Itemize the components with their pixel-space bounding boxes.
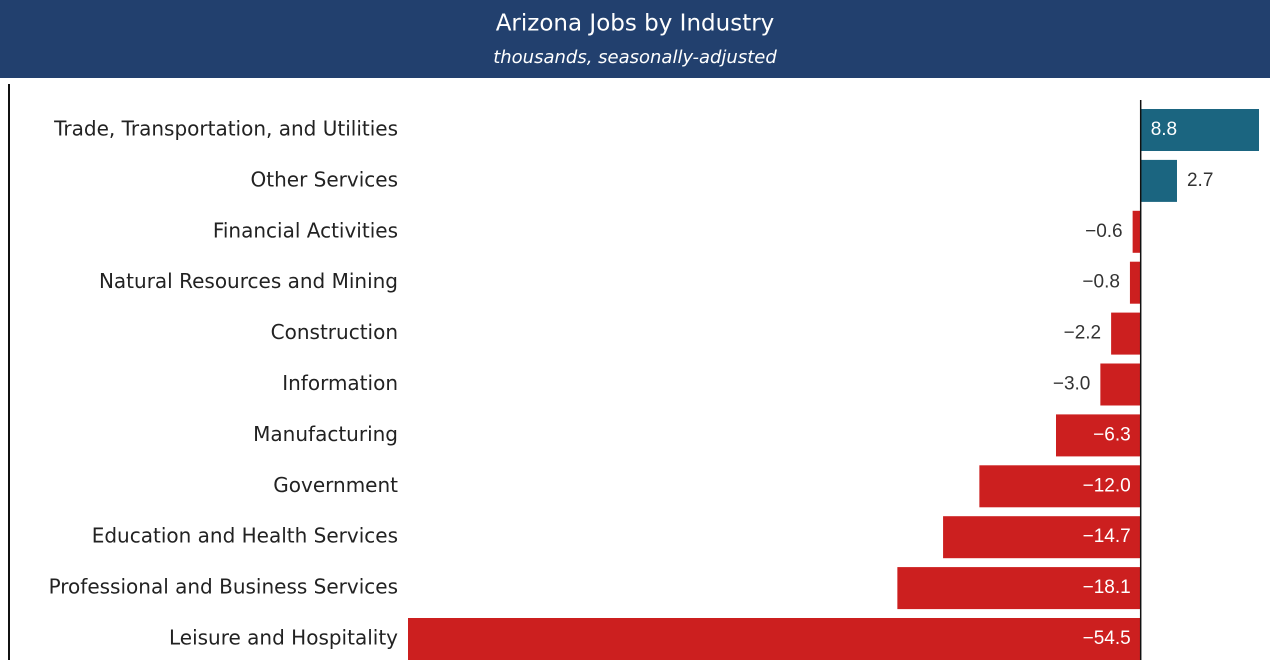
category-label: Government <box>273 473 398 497</box>
value-label: −6.3 <box>1093 424 1131 445</box>
bar <box>1140 109 1259 151</box>
value-label: −3.0 <box>1053 374 1091 395</box>
value-label: −0.8 <box>1082 272 1120 293</box>
bar <box>1129 261 1141 304</box>
category-label: Education and Health Services <box>92 524 398 548</box>
value-label: 8.8 <box>1151 119 1177 140</box>
bar <box>1100 363 1141 406</box>
category-label: Construction <box>271 320 398 344</box>
bar <box>1140 159 1177 202</box>
bar <box>943 516 1141 559</box>
header <box>0 0 1270 78</box>
bar <box>979 465 1141 508</box>
category-label: Leisure and Hospitality <box>169 626 398 650</box>
value-label: −18.1 <box>1083 577 1131 598</box>
bar <box>1132 210 1141 253</box>
value-label: −12.0 <box>1083 475 1131 496</box>
value-label: −14.7 <box>1083 526 1131 547</box>
value-label: −0.6 <box>1085 221 1123 242</box>
value-label: −54.5 <box>1083 628 1131 649</box>
chart-subtitle: thousands, seasonally-adjusted <box>493 47 777 68</box>
bar <box>1055 414 1141 457</box>
category-label: Trade, Transportation, and Utilities <box>53 117 398 141</box>
value-label: 2.7 <box>1187 170 1213 191</box>
chart-title: Arizona Jobs by Industry <box>496 11 775 37</box>
category-label: Information <box>282 371 398 395</box>
value-label: −2.2 <box>1064 323 1102 344</box>
category-label: Professional and Business Services <box>49 575 398 599</box>
category-label: Natural Resources and Mining <box>99 269 398 293</box>
category-label: Financial Activities <box>213 218 398 242</box>
category-label: Other Services <box>251 167 398 191</box>
bar <box>408 618 1141 660</box>
bar <box>1111 312 1141 355</box>
bar <box>897 567 1141 610</box>
category-label: Manufacturing <box>253 422 398 446</box>
